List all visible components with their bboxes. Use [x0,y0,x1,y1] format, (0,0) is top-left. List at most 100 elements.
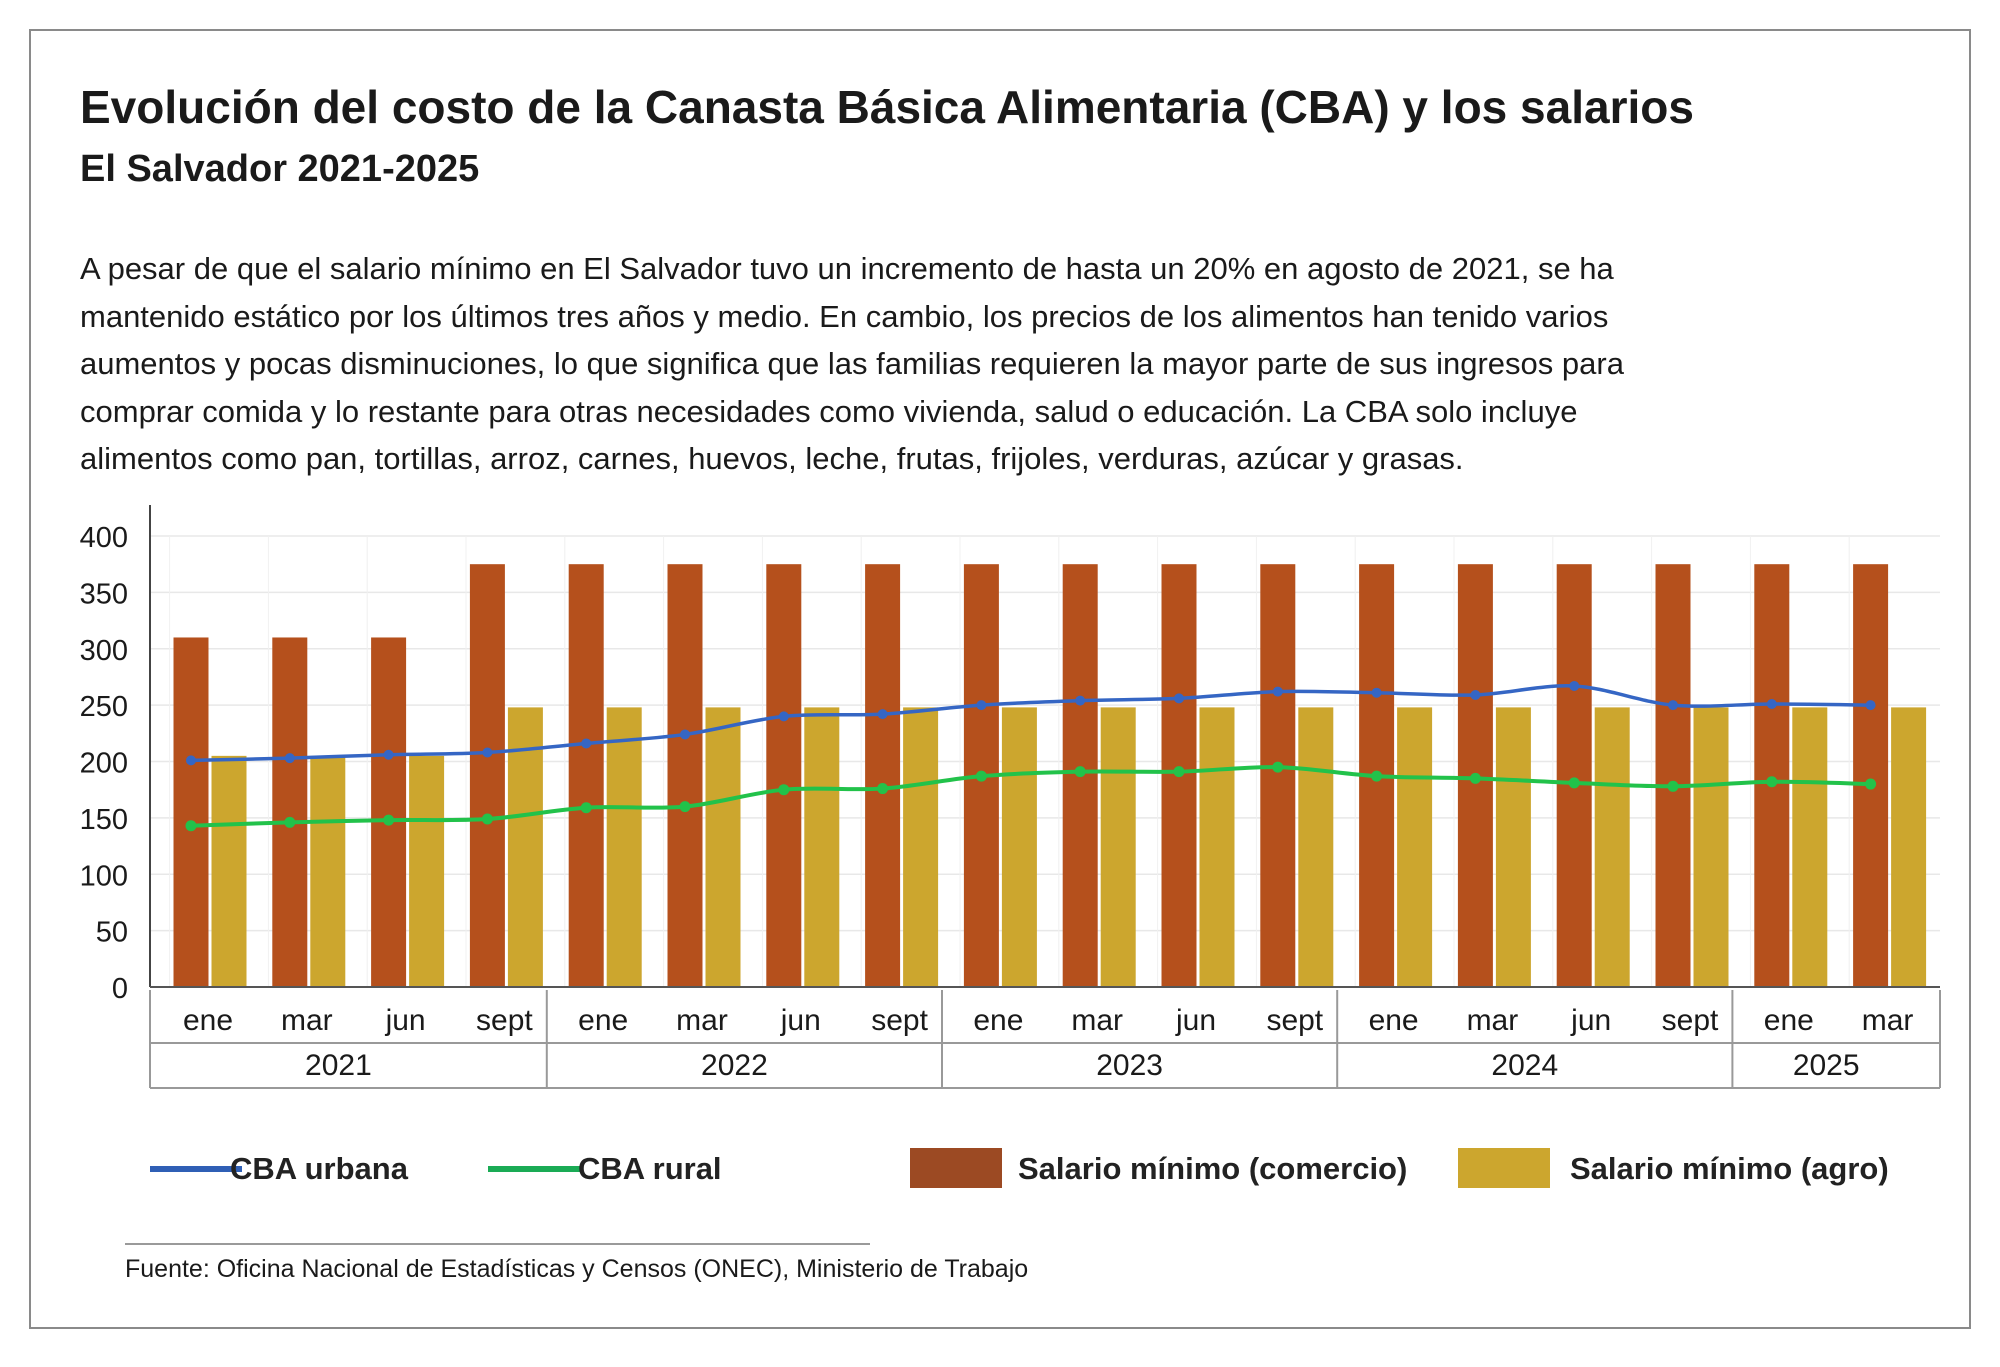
point-cba-rural [481,813,493,825]
line-cba-rural [190,765,1871,828]
x-tick-label: jun [1175,1004,1216,1037]
chart-title: Evolución del costo de la Canasta Básica… [80,81,1694,133]
x-tick-label: mar [1862,1004,1914,1037]
description: A pesar de que el salario mínimo en El S… [80,245,1960,483]
description-line: alimentos como pan, tortillas, arroz, ca… [80,441,1464,476]
point-cba-urbana [1569,680,1580,691]
point-cba-rural [877,783,889,795]
bar-salario-agro [606,707,642,987]
y-tick-label: 50 [96,917,128,949]
point-cba-rural [1371,770,1383,782]
year-label: 2021 [305,1049,372,1082]
y-tick-label: 0 [112,973,128,1005]
y-tick-label: 400 [80,522,128,554]
y-tick-label: 100 [80,860,128,892]
source-note: Fuente: Oficina Nacional de Estadísticas… [125,1255,1029,1283]
x-tick-label: ene [1369,1004,1419,1037]
bar-salario-agro [1100,707,1136,987]
point-cba-rural [1173,766,1185,778]
point-cba-urbana [778,711,789,722]
bar-salario-comercio [1260,564,1296,987]
description-line: mantenido estático por los últimos tres … [80,298,1609,334]
point-cba-rural [580,802,592,814]
bar-salario-agro [1298,707,1334,987]
bar-salario-agro [1594,707,1630,987]
point-cba-urbana [284,753,295,764]
x-tick-label: mar [281,1004,333,1037]
point-cba-rural [1865,778,1877,790]
year-label: 2025 [1793,1049,1860,1082]
x-tick-label: mar [676,1004,728,1037]
legend-swatch-cba-urbana [150,1166,242,1172]
bar-salario-agro [310,755,346,987]
x-tick-label: jun [780,1004,821,1037]
description-line: A pesar de que el salario mínimo en El S… [80,251,1614,286]
bar-salario-comercio [371,637,407,987]
legend-label-salario-comercio: Salario mínimo (comercio) [1018,1151,1408,1186]
y-tick-label: 250 [80,691,128,723]
point-cba-rural [975,770,987,782]
chart-frame [29,29,1971,1329]
y-tick-label: 150 [80,804,128,836]
bar-salario-comercio [272,637,308,987]
legend-swatch-salario-comercio [910,1148,1002,1188]
bar-salario-agro [211,755,247,987]
x-tick-label: sept [871,1004,928,1037]
bar-salario-agro [1001,707,1037,987]
point-cba-rural [778,784,790,796]
year-label: 2023 [1096,1049,1163,1082]
bar-salario-comercio [667,564,703,987]
x-tick-label: ene [183,1004,233,1037]
x-tick-label: sept [1266,1004,1323,1037]
legend-swatch-cba-rural [488,1166,580,1172]
x-tick-label: mar [1071,1004,1123,1037]
x-tick-label: jun [1570,1004,1611,1037]
bar-salario-comercio [766,564,802,987]
point-cba-rural [1469,772,1481,784]
x-tick-label: sept [1662,1004,1719,1037]
point-cba-rural [1667,780,1679,792]
point-cba-rural [284,816,296,828]
bar-salario-comercio [1754,564,1790,987]
point-cba-urbana [1371,687,1382,698]
bar-salario-agro [1792,707,1828,987]
year-label: 2022 [701,1049,768,1082]
point-cba-rural [1272,761,1284,773]
bar-salario-agro [1199,707,1235,987]
bar-salario-comercio [865,564,901,987]
point-cba-rural [1074,766,1086,778]
legend-label-cba-rural: CBA rural [578,1151,722,1186]
point-cba-urbana [1668,700,1678,711]
point-cba-urbana [383,749,394,760]
point-cba-urbana [186,755,196,766]
bar-salario-agro [1397,707,1433,987]
point-cba-urbana [1174,693,1184,704]
x-tick-label: ene [973,1004,1023,1037]
point-cba-urbana [976,700,987,711]
point-cba-urbana [1766,698,1777,709]
point-cba-urbana [680,729,690,740]
point-cba-urbana [877,709,888,720]
bar-salario-agro [1693,707,1729,987]
legend-label-cba-urbana: CBA urbana [230,1151,408,1186]
x-tick-label: mar [1467,1004,1519,1037]
legend-label-salario-agro: Salario mínimo (agro) [1570,1151,1889,1186]
bar-salario-comercio [1655,564,1691,987]
x-tick-label: ene [578,1004,628,1037]
bar-salario-agro [1891,707,1927,987]
description-line: aumentos y pocas disminuciones, lo que s… [80,346,1624,381]
point-cba-rural [1766,776,1778,788]
point-cba-urbana [1075,695,1086,706]
bar-salario-agro [1495,707,1531,987]
bar-salario-agro [705,707,741,987]
point-cba-urbana [1865,700,1876,711]
bar-salario-agro [409,755,445,987]
x-tick-label: ene [1764,1004,1814,1037]
point-cba-urbana [482,747,493,758]
bar-salario-agro [507,707,543,987]
chart-subtitle: El Salvador 2021-2025 [80,148,480,190]
bar-salario-agro [804,707,840,987]
x-tick-label: jun [385,1004,426,1037]
point-cba-rural [185,820,197,832]
